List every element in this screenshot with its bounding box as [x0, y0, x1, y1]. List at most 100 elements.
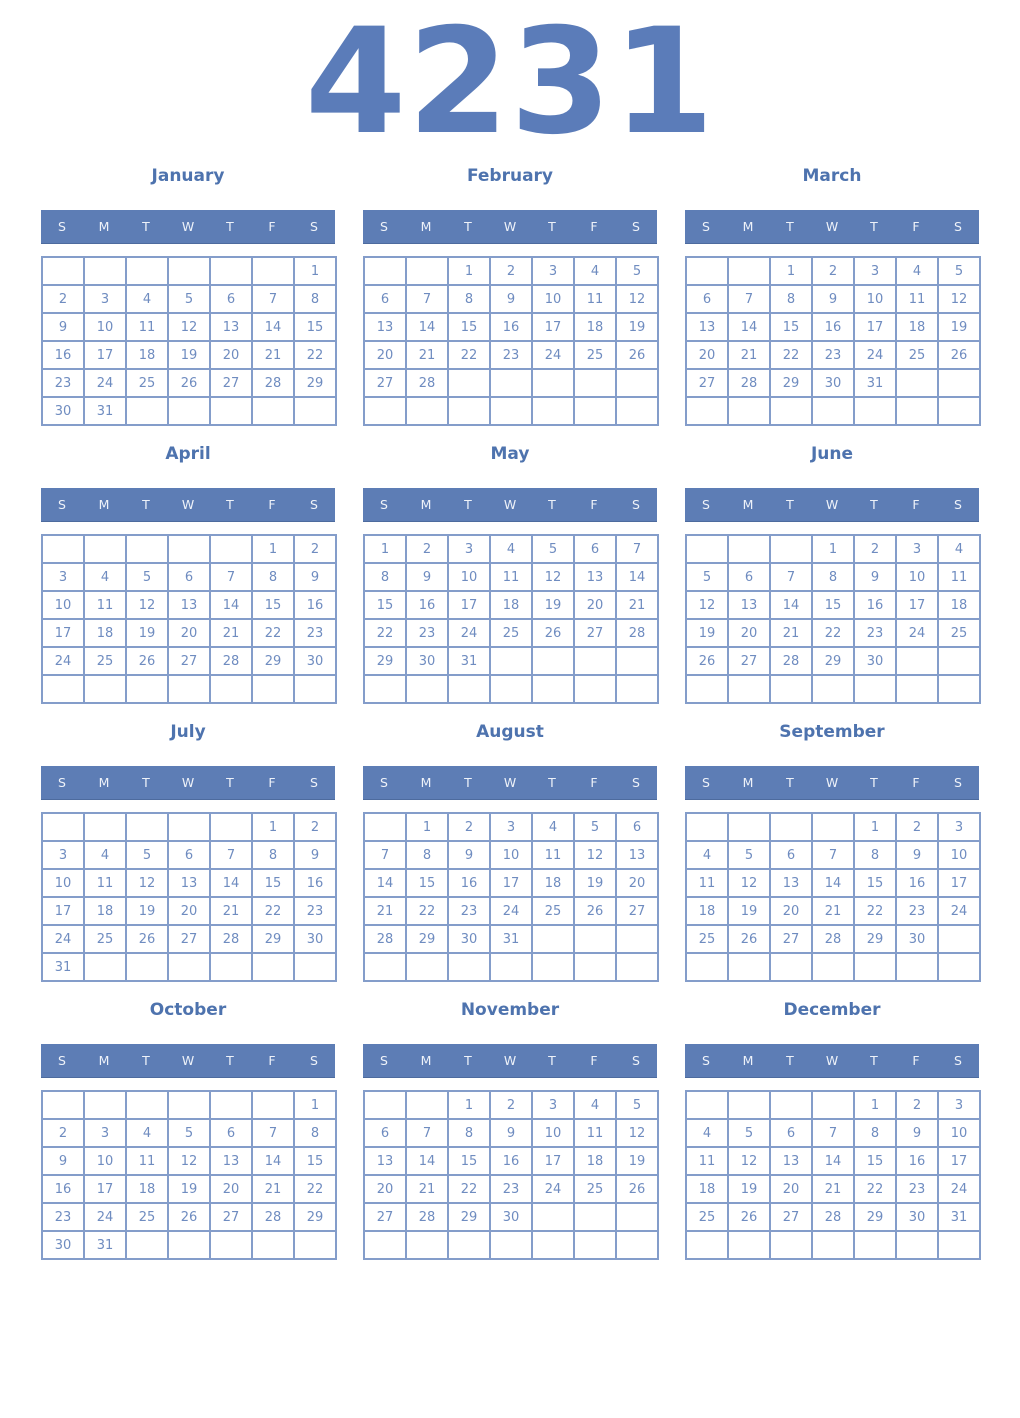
day-cell: 18 — [125, 340, 169, 370]
day-cell — [895, 674, 939, 704]
day-cell — [685, 952, 729, 982]
day-cell: 18 — [573, 312, 617, 342]
day-cell: 2 — [41, 1118, 85, 1148]
day-cell: 27 — [727, 646, 771, 676]
week-row: 9 10 11 12 13 14 15 — [41, 312, 337, 342]
day-cell — [209, 1090, 253, 1120]
day-cell: 8 — [251, 562, 295, 592]
month-title: February — [466, 166, 554, 186]
day-cell — [83, 674, 127, 704]
day-cell: 9 — [895, 1118, 939, 1148]
weekday-header: S — [310, 1053, 318, 1068]
day-cell: 13 — [685, 312, 729, 342]
weekday-header: W — [181, 1053, 195, 1068]
day-cell: 3 — [937, 812, 981, 842]
week-row: 4 5 6 7 8 9 10 — [685, 1118, 981, 1148]
day-cell: 27 — [167, 924, 211, 954]
day-cell: 6 — [727, 562, 771, 592]
day-cell: 10 — [83, 1146, 127, 1176]
day-cell: 2 — [293, 812, 337, 842]
day-cell: 20 — [685, 340, 729, 370]
day-grid: 1 2 3 4 5 6 7 8 9 10 11 12 13 14 15 16 17 18 19 20 21 22 23 24 2… — [363, 534, 659, 704]
months-grid: January S M T W T F S 1 2 3 4 5 6 7 8 9 10 11 12 13 14 15 16 17 1… — [0, 166, 1020, 1260]
day-cell: 21 — [405, 1174, 449, 1204]
weekday-header: T — [548, 497, 556, 512]
day-cell: 24 — [83, 1202, 127, 1232]
day-cell: 7 — [727, 284, 771, 314]
day-cell: 4 — [125, 1118, 169, 1148]
day-cell — [727, 1090, 771, 1120]
day-cell: 11 — [573, 1118, 617, 1148]
day-cell — [853, 396, 897, 426]
day-cell: 27 — [363, 1202, 407, 1232]
day-cell — [447, 396, 491, 426]
day-cell — [685, 256, 729, 286]
day-cell — [853, 952, 897, 982]
day-cell: 10 — [489, 840, 533, 870]
weekday-header: T — [142, 219, 150, 234]
weekday-header: F — [590, 219, 598, 234]
weekday-header: W — [503, 775, 517, 790]
day-cell: 28 — [209, 924, 253, 954]
day-cell: 20 — [209, 340, 253, 370]
day-cell: 16 — [489, 1146, 533, 1176]
day-cell: 11 — [895, 284, 939, 314]
day-cell: 5 — [573, 812, 617, 842]
day-cell: 22 — [447, 1174, 491, 1204]
day-cell: 1 — [251, 812, 295, 842]
weekday-header: S — [310, 775, 318, 790]
day-cell — [573, 952, 617, 982]
day-cell: 5 — [125, 840, 169, 870]
day-cell — [209, 396, 253, 426]
day-cell: 16 — [405, 590, 449, 620]
week-row: 7 8 9 10 11 12 13 — [363, 840, 659, 870]
week-row: 21 22 23 24 25 26 27 — [363, 896, 659, 926]
day-cell: 14 — [251, 312, 295, 342]
day-cell — [937, 1230, 981, 1260]
day-cell: 31 — [447, 646, 491, 676]
calendar-page: 4231 January S M T W T F S 1 2 3 4 5 6 7 8 9 10 11 12 13 14 15… — [0, 6, 1020, 1260]
day-cell: 9 — [853, 562, 897, 592]
day-cell — [531, 952, 575, 982]
day-cell — [447, 952, 491, 982]
day-cell — [573, 1230, 617, 1260]
month-june: June S M T W T F S 1 2 3 4 5 6 7 8 9 10 11 12 13 14 15 16 17 18 19… — [685, 444, 981, 704]
day-cell — [209, 534, 253, 564]
day-cell: 1 — [447, 1090, 491, 1120]
day-cell: 19 — [573, 868, 617, 898]
day-cell — [937, 674, 981, 704]
month-title: May — [490, 444, 530, 464]
day-cell: 23 — [293, 896, 337, 926]
weekday-header: T — [548, 775, 556, 790]
day-cell — [531, 396, 575, 426]
week-row: 22 23 24 25 26 27 28 — [363, 618, 659, 648]
day-cell: 1 — [405, 812, 449, 842]
day-cell: 17 — [41, 618, 85, 648]
day-cell: 24 — [83, 368, 127, 398]
week-row: 23 24 25 26 27 28 29 — [41, 1202, 337, 1232]
day-cell: 16 — [293, 590, 337, 620]
day-cell: 3 — [531, 256, 575, 286]
weekday-header: M — [98, 219, 110, 234]
day-cell: 14 — [811, 1146, 855, 1176]
month-title: June — [810, 444, 854, 464]
day-cell: 2 — [41, 284, 85, 314]
day-cell: 1 — [853, 1090, 897, 1120]
day-cell: 2 — [405, 534, 449, 564]
day-cell: 28 — [811, 924, 855, 954]
day-cell — [293, 1230, 337, 1260]
day-cell: 24 — [41, 924, 85, 954]
day-cell — [727, 1230, 771, 1260]
week-row — [41, 674, 337, 704]
month-title: October — [149, 1000, 227, 1020]
day-cell: 6 — [209, 284, 253, 314]
day-cell — [615, 368, 659, 398]
day-cell: 15 — [811, 590, 855, 620]
day-cell: 13 — [615, 840, 659, 870]
day-cell — [125, 812, 169, 842]
weekday-header: W — [181, 219, 195, 234]
month-november: November S M T W T F S 1 2 3 4 5 6 7 8 9 10 11 12 13 14 15 16 17… — [363, 1000, 659, 1260]
